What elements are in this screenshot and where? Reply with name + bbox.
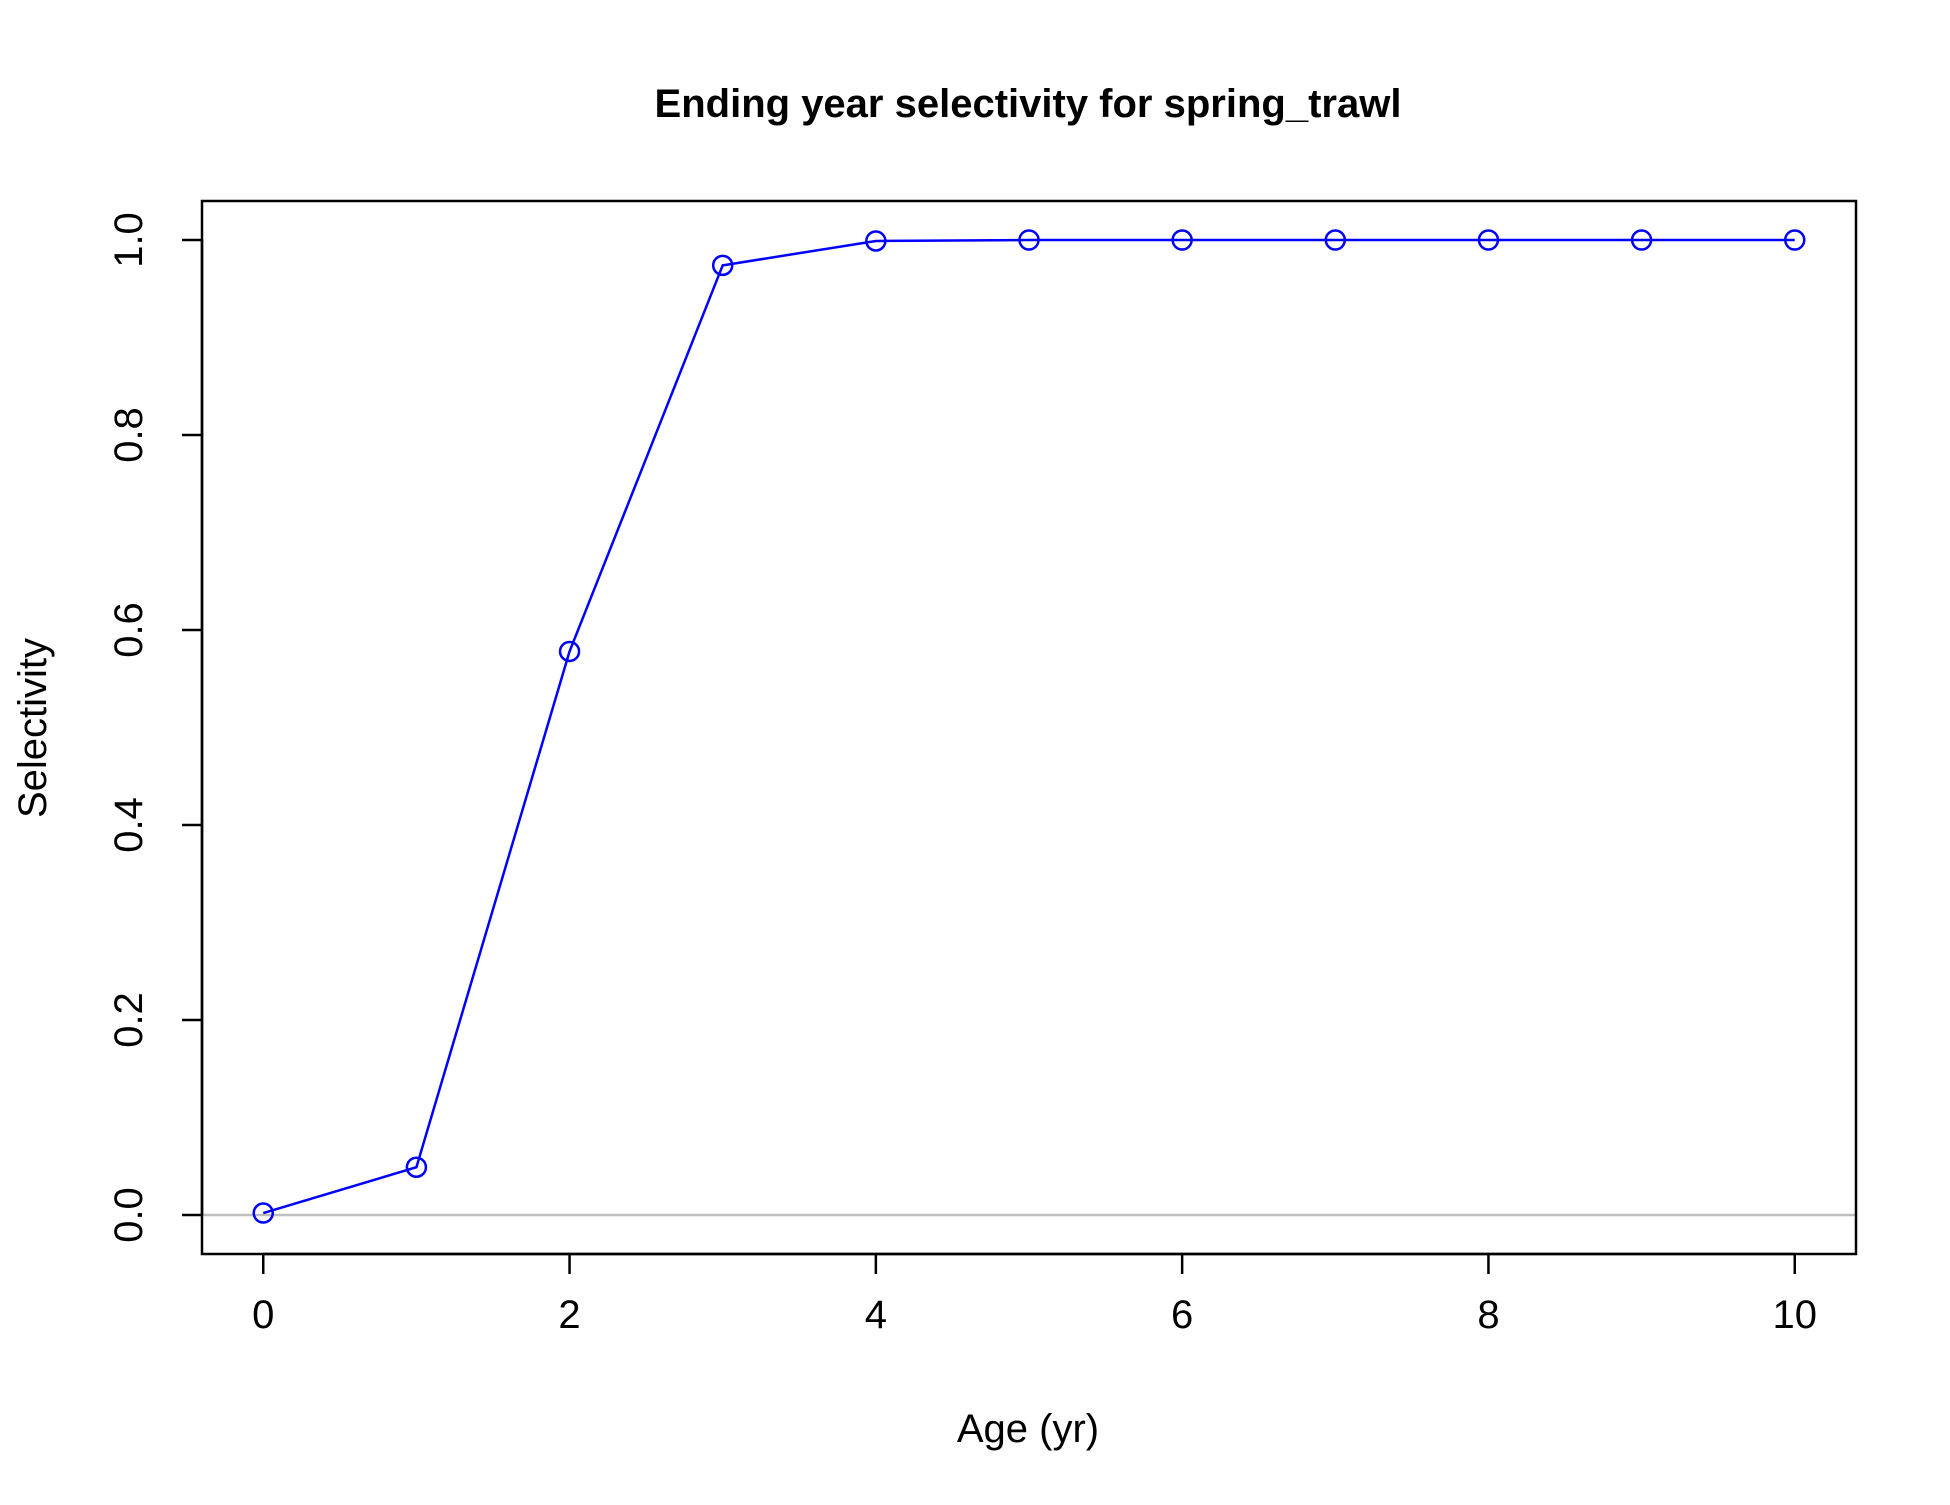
- series-line: [262, 238, 1795, 1215]
- x-tick-label: 0: [252, 1293, 274, 1337]
- data-point: [558, 640, 581, 663]
- data-point: [1630, 229, 1653, 251]
- data-point: [711, 254, 734, 277]
- y-tick-label: 0.4: [107, 797, 151, 853]
- y-tick-label: 1.0: [107, 212, 151, 268]
- data-point: [405, 1156, 428, 1178]
- data-point: [252, 1202, 275, 1224]
- x-axis-title: Age (yr): [957, 1407, 1099, 1451]
- data-point: [1018, 229, 1040, 251]
- plot-frame: [200, 199, 1858, 1256]
- y-tick-label: 0.8: [107, 407, 151, 463]
- chart-title: Ending year selectivity for spring_trawl: [655, 82, 1402, 126]
- x-tick-label: 8: [1477, 1293, 1499, 1337]
- y-tick-label: 0.2: [107, 992, 151, 1048]
- y-axis-title: Selectivity: [11, 638, 55, 818]
- data-point: [1477, 229, 1500, 251]
- x-tick-label: 10: [1772, 1293, 1817, 1337]
- data-point: [865, 230, 887, 252]
- y-axis: 0.0 0.2 0.4 0.6 0.8 1.0: [107, 212, 204, 1243]
- data-point: [1783, 229, 1806, 251]
- y-tick-label: 0.0: [107, 1187, 151, 1243]
- data-point: [1324, 229, 1347, 251]
- x-tick-label: 4: [865, 1293, 887, 1337]
- data-point: [1171, 229, 1193, 251]
- x-tick-label: 6: [1171, 1293, 1193, 1337]
- plot-area: [202, 229, 1856, 1224]
- y-tick-label: 0.6: [107, 602, 151, 658]
- x-tick-label: 2: [558, 1293, 580, 1337]
- x-axis: 0 2 4 6 8 10: [252, 1252, 1817, 1337]
